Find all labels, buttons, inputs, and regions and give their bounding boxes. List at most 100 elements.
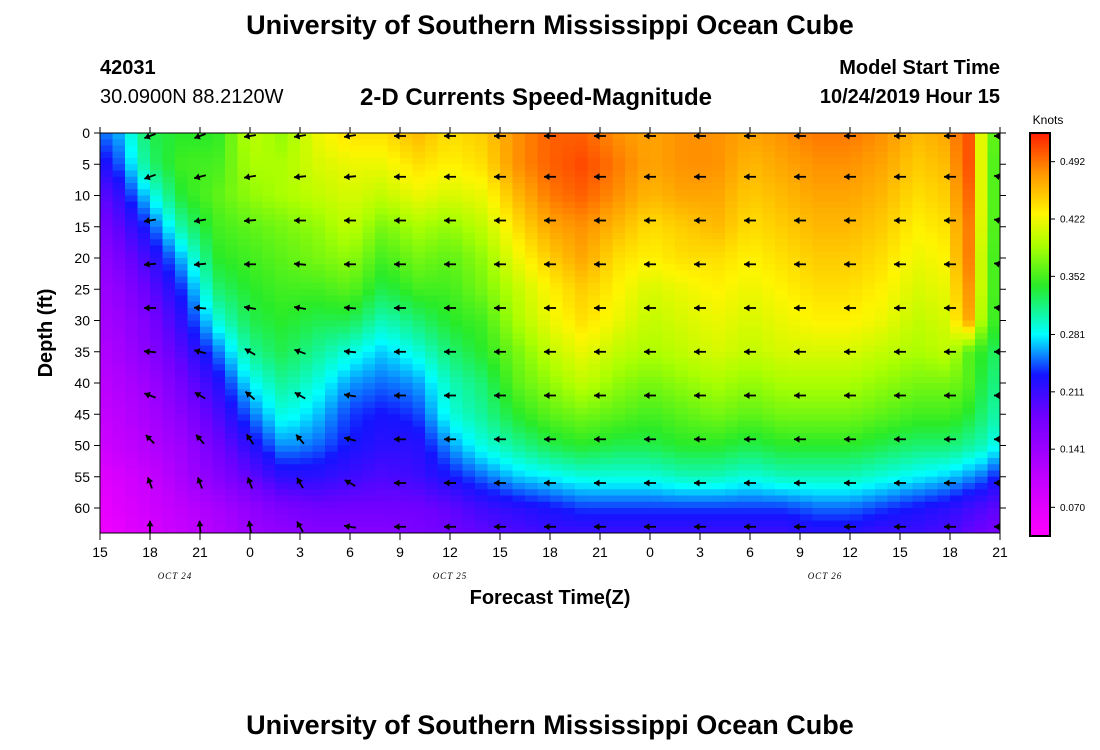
- heat-cell: [137, 289, 151, 297]
- heat-cell: [725, 501, 739, 509]
- heat-cell: [362, 195, 376, 203]
- heat-cell: [462, 283, 476, 290]
- heat-cell: [625, 414, 639, 422]
- heat-cell: [862, 458, 876, 465]
- heat-cell: [237, 283, 251, 290]
- heat-cell: [212, 208, 226, 215]
- heat-cell: [450, 195, 464, 203]
- heat-cell: [500, 251, 514, 259]
- heat-cell: [837, 351, 851, 359]
- heat-cell: [887, 158, 901, 165]
- heat-cell: [300, 270, 314, 278]
- heat-cell: [925, 145, 939, 153]
- heat-cell: [225, 501, 239, 509]
- heat-cell: [400, 220, 414, 228]
- heat-cell: [587, 151, 601, 159]
- heat-cell: [762, 370, 776, 378]
- heat-cell: [587, 289, 601, 297]
- heat-cell: [775, 514, 789, 522]
- heat-cell: [350, 495, 364, 503]
- heat-cell: [312, 239, 326, 247]
- heat-cell: [575, 439, 589, 447]
- heat-cell: [650, 201, 664, 209]
- heat-cell: [187, 151, 201, 159]
- heat-cell: [987, 233, 1000, 240]
- heat-cell: [375, 483, 389, 490]
- heat-cell: [512, 408, 526, 415]
- heat-cell: [737, 483, 751, 490]
- heat-cell: [287, 339, 301, 347]
- heat-cell: [550, 251, 564, 259]
- heat-cell: [150, 439, 164, 447]
- heat-cell: [450, 320, 464, 328]
- heat-cell: [862, 526, 876, 533]
- current-vector: [243, 304, 257, 312]
- heat-cell: [112, 458, 126, 465]
- heat-cell: [987, 183, 1000, 190]
- heat-cell: [625, 470, 639, 478]
- heat-cell: [250, 289, 264, 297]
- heat-cell: [487, 433, 501, 440]
- heat-cell: [737, 470, 751, 478]
- heat-cell: [737, 270, 751, 278]
- heat-cell: [925, 295, 939, 303]
- current-vector: [144, 173, 156, 181]
- heat-cell: [475, 239, 489, 247]
- vector-head: [144, 304, 150, 312]
- heat-cell: [787, 520, 801, 528]
- heat-cell: [550, 508, 564, 515]
- heat-cell: [225, 426, 239, 434]
- heat-cell: [462, 445, 476, 453]
- heat-cell: [850, 226, 864, 234]
- heat-cell: [575, 139, 589, 147]
- heat-cell: [150, 314, 164, 322]
- heat-cell: [137, 183, 151, 190]
- heat-cell: [975, 270, 989, 278]
- heat-cell: [525, 364, 539, 372]
- heat-cell: [137, 426, 151, 434]
- heat-cell: [437, 489, 451, 497]
- heat-cell: [912, 195, 926, 203]
- heat-cell: [662, 214, 676, 222]
- heat-cell: [487, 233, 501, 240]
- heat-cell: [925, 276, 939, 284]
- heat-cell: [762, 383, 776, 390]
- heat-cell: [775, 445, 789, 453]
- heat-cell: [837, 201, 851, 209]
- heat-cell: [775, 339, 789, 347]
- heat-cell: [225, 364, 239, 372]
- vector-head: [244, 173, 251, 181]
- heat-cell: [850, 214, 864, 222]
- heat-cell: [225, 514, 239, 522]
- heat-cell: [562, 476, 576, 484]
- vector-head: [594, 173, 600, 181]
- heat-cell: [587, 370, 601, 378]
- heat-cell: [962, 389, 976, 397]
- heat-cell: [787, 314, 801, 322]
- heat-cell: [662, 295, 676, 303]
- heat-cell: [775, 364, 789, 372]
- heat-cell: [750, 383, 764, 390]
- heat-cell: [287, 364, 301, 372]
- heat-cell: [612, 289, 626, 297]
- heat-cell: [850, 408, 864, 415]
- heat-cell: [412, 170, 426, 178]
- heat-cell: [325, 464, 339, 472]
- heat-cell: [312, 376, 326, 384]
- heat-cell: [837, 283, 851, 290]
- heat-cell: [987, 333, 1000, 340]
- heat-cell: [987, 414, 1000, 422]
- heat-cell: [912, 220, 926, 228]
- heat-cell: [550, 426, 564, 434]
- heat-cell: [937, 314, 951, 322]
- heat-cell: [112, 283, 126, 290]
- heat-cell: [875, 483, 889, 490]
- heat-cell: [175, 220, 189, 228]
- heat-cell: [987, 245, 1000, 253]
- heat-cell: [275, 151, 289, 159]
- current-vector: [744, 392, 756, 399]
- heat-cell: [275, 195, 289, 203]
- heat-cell: [512, 451, 526, 459]
- heat-cell: [950, 389, 964, 397]
- heat-cell: [550, 333, 564, 340]
